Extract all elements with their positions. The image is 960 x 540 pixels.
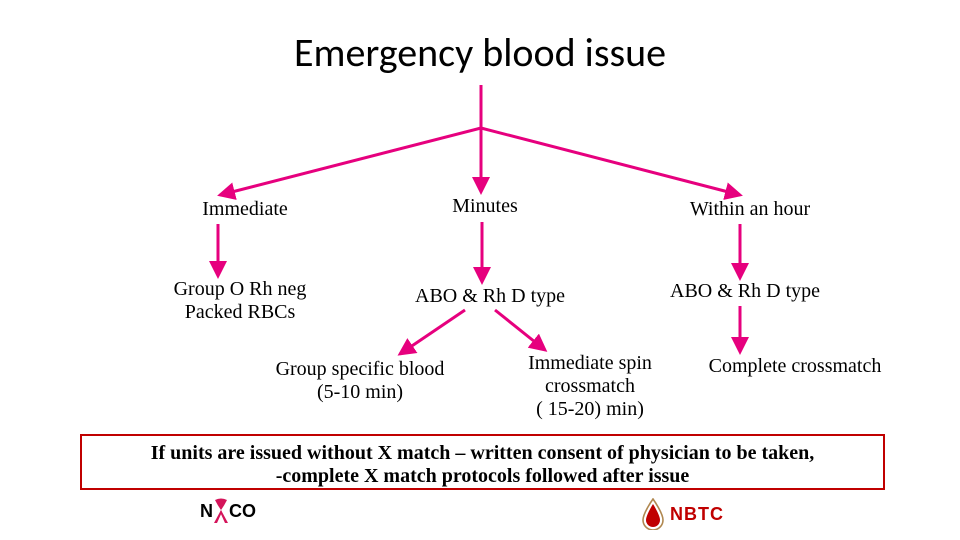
slide-title: Emergency blood issue: [0, 28, 960, 77]
label-abo-right: ABO & Rh D type: [645, 280, 845, 303]
naco-co: CO: [229, 501, 256, 522]
label-group-o: Group O Rh neg Packed RBCs: [140, 278, 340, 324]
blood-drop-icon: [640, 498, 666, 530]
nbtc-text: NBTC: [670, 504, 724, 525]
label-immediate-spin: Immediate spin crossmatch ( 15-20) min): [490, 352, 690, 421]
naco-logo: N CO: [200, 498, 256, 524]
label-abo-mid: ABO & Rh D type: [390, 285, 590, 308]
note-line1: If units are issued without X match – wr…: [90, 442, 875, 465]
label-minutes: Minutes: [425, 195, 545, 218]
ribbon-icon: [211, 498, 231, 524]
nbtc-logo: NBTC: [640, 498, 724, 530]
note-box: If units are issued without X match – wr…: [80, 434, 885, 490]
note-line2: -complete X match protocols followed aft…: [90, 465, 875, 488]
label-group-specific: Group specific blood (5-10 min): [250, 358, 470, 404]
label-within-hour: Within an hour: [660, 198, 840, 221]
label-immediate: Immediate: [165, 198, 325, 221]
label-complete-cross: Complete crossmatch: [685, 355, 905, 378]
